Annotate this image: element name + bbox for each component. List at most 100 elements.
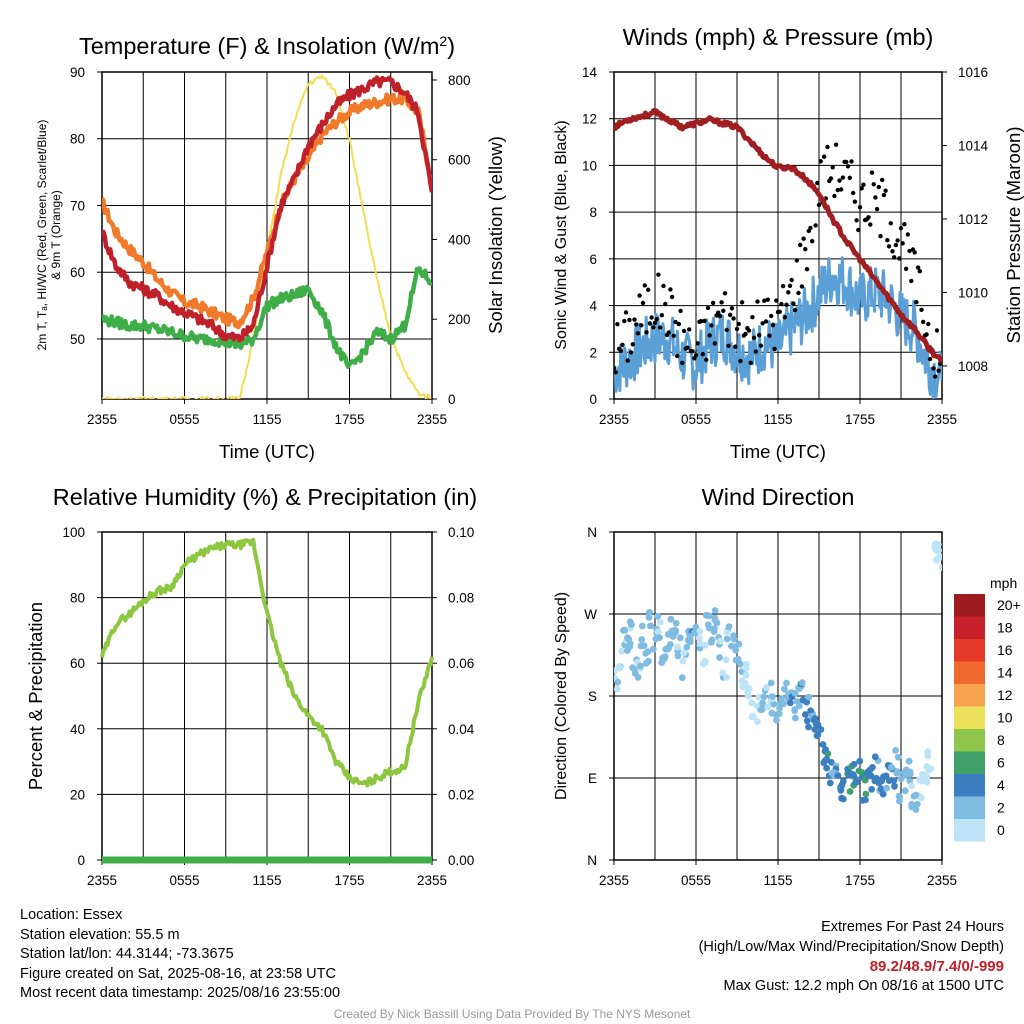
dir-point xyxy=(770,700,778,708)
wind-gust-point xyxy=(625,358,630,363)
wind-gust-point xyxy=(652,320,658,325)
dir-point xyxy=(614,685,621,693)
dir-point xyxy=(850,760,858,768)
dir-point xyxy=(616,664,624,672)
dir-point xyxy=(890,777,898,784)
legend-swatch xyxy=(954,661,985,684)
extremes-title: Extremes For Past 24 Hours xyxy=(821,919,1004,935)
wind-gust-point xyxy=(869,170,875,175)
wind-gust-point xyxy=(716,310,721,315)
wind-gust-point xyxy=(849,159,854,164)
rh-y2tick-label: 0.00 xyxy=(448,853,474,868)
dir-point xyxy=(838,781,846,789)
wind-gust-point xyxy=(690,349,695,354)
wind-gust-point xyxy=(871,182,876,187)
wind-gust-point xyxy=(787,283,793,288)
wind-gust-point xyxy=(854,218,859,223)
wind-gust-point xyxy=(663,301,668,307)
wind-gust-point xyxy=(813,223,818,228)
wind-gust-point xyxy=(924,332,929,337)
wind-gust-point xyxy=(728,312,733,318)
wind-gust-point xyxy=(762,298,767,303)
dir-point xyxy=(674,652,682,660)
wind-series-group xyxy=(614,108,942,399)
dir-point xyxy=(862,790,870,798)
dir-point xyxy=(647,622,655,630)
wind-gust-point xyxy=(615,322,620,327)
dir-point xyxy=(723,635,731,643)
dir-point xyxy=(778,695,785,702)
wind-y2tick-label: 1014 xyxy=(958,138,989,153)
dir-point xyxy=(621,626,629,634)
wind-gust-point xyxy=(893,242,899,248)
dir-point xyxy=(813,732,821,740)
dir-point xyxy=(743,660,750,668)
wind-gust-point xyxy=(634,322,639,327)
dir-point xyxy=(880,773,887,781)
dir-point xyxy=(696,627,704,635)
rh-ytick-label: 100 xyxy=(62,525,85,540)
dir-point xyxy=(923,778,931,786)
wind-gust-point xyxy=(637,293,642,298)
dir-point xyxy=(683,643,691,651)
dir-point xyxy=(791,690,799,697)
wind-gust-point xyxy=(914,300,919,305)
wind-gust-point xyxy=(678,308,683,314)
rh-xtick-label: 0555 xyxy=(169,873,199,888)
legend-label: 6 xyxy=(997,755,1005,771)
dir-point xyxy=(805,693,813,701)
pressure-line xyxy=(614,108,942,364)
wind-gust-point xyxy=(900,241,905,246)
wind-gust-point xyxy=(902,222,907,227)
wind-gust-point xyxy=(647,321,653,326)
temp-y2tick-label: 800 xyxy=(448,73,471,88)
wind-gust-point xyxy=(651,325,656,330)
dir-point xyxy=(925,766,932,774)
dir-point xyxy=(893,768,901,775)
dir-ytick-label: E xyxy=(588,771,597,786)
dir-point xyxy=(916,776,923,784)
dir-point xyxy=(736,660,744,668)
wind-gust-point xyxy=(635,331,641,336)
dir-point xyxy=(638,636,646,643)
wind-gust-point xyxy=(729,306,735,311)
dir-point xyxy=(626,618,634,626)
wind-ytick-label: 8 xyxy=(589,205,597,220)
wind-gust-point xyxy=(885,238,890,243)
wind-gust-point xyxy=(931,366,936,371)
wind-gust-point xyxy=(639,323,644,328)
rh-ylabel-left: Percent & Precipitation xyxy=(25,602,46,790)
legend-swatch xyxy=(954,706,985,729)
dir-point xyxy=(649,645,657,653)
wind-gust-point xyxy=(772,346,777,352)
wind-gust-point xyxy=(757,333,762,338)
wind-xtick-label: 2355 xyxy=(599,412,629,427)
wind-ylabel-left: Sonic Wind & Gust (Blue, Black) xyxy=(553,120,570,349)
temp-series-line xyxy=(102,75,432,343)
created-text: Figure created on Sat, 2025-08-16, at 23… xyxy=(20,965,336,982)
legend-label: 8 xyxy=(997,732,1005,748)
dir-point xyxy=(866,772,874,780)
dir-point xyxy=(819,741,827,748)
wind-gust-point xyxy=(917,269,922,274)
wind-gust-point xyxy=(856,227,861,233)
wind-gust-point xyxy=(618,348,623,353)
wind-gust-point xyxy=(666,330,671,335)
wind-gust-point xyxy=(623,310,629,315)
wind-y2tick-label: 1012 xyxy=(958,212,988,227)
wind-gust-point xyxy=(898,226,904,231)
dir-ytick-label: N xyxy=(587,853,597,868)
dir-point xyxy=(814,721,822,728)
legend-swatch xyxy=(954,594,985,617)
dir-point xyxy=(795,702,803,710)
dir-chart-title: Wind Direction xyxy=(702,484,855,510)
wind-gust-point xyxy=(934,328,940,333)
wind-gust-point xyxy=(921,319,926,325)
dir-point xyxy=(725,623,733,630)
wind-gust-point xyxy=(767,333,772,338)
legend-label: 20+ xyxy=(997,597,1021,613)
dir-point xyxy=(924,752,932,760)
dir-ytick-label: W xyxy=(584,607,597,622)
dir-point xyxy=(828,759,835,766)
credit-text: Created By Nick Bassill Using Data Provi… xyxy=(333,1007,691,1021)
